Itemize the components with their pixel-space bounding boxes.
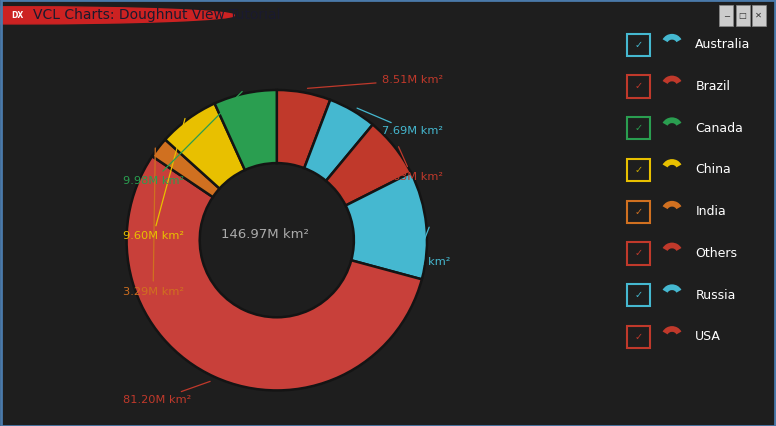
Text: Canada: Canada bbox=[695, 122, 743, 135]
Wedge shape bbox=[663, 34, 681, 42]
Wedge shape bbox=[304, 100, 372, 181]
Text: 9.98M km²: 9.98M km² bbox=[123, 92, 242, 186]
Text: USA: USA bbox=[695, 331, 721, 343]
Text: 7.69M km²: 7.69M km² bbox=[357, 108, 442, 136]
Wedge shape bbox=[663, 76, 681, 84]
Text: Russia: Russia bbox=[695, 289, 736, 302]
Text: ─: ─ bbox=[724, 11, 729, 20]
Text: ✓: ✓ bbox=[635, 248, 643, 259]
Wedge shape bbox=[126, 156, 422, 390]
Text: ✕: ✕ bbox=[755, 11, 763, 20]
FancyBboxPatch shape bbox=[719, 5, 733, 26]
Wedge shape bbox=[663, 117, 681, 126]
Wedge shape bbox=[663, 326, 681, 334]
Wedge shape bbox=[326, 124, 411, 205]
Text: 3.29M km²: 3.29M km² bbox=[123, 148, 184, 296]
Text: DX: DX bbox=[11, 11, 23, 20]
Wedge shape bbox=[345, 173, 427, 279]
FancyBboxPatch shape bbox=[736, 5, 750, 26]
Text: ✓: ✓ bbox=[635, 81, 643, 92]
Text: ✓: ✓ bbox=[635, 207, 643, 217]
Text: India: India bbox=[695, 205, 726, 218]
Text: ✓: ✓ bbox=[635, 290, 643, 300]
Text: 8.51M km²: 8.51M km² bbox=[307, 75, 442, 88]
Wedge shape bbox=[663, 159, 681, 167]
Wedge shape bbox=[663, 285, 681, 293]
Wedge shape bbox=[152, 140, 220, 197]
Wedge shape bbox=[663, 201, 681, 209]
Text: □: □ bbox=[739, 11, 747, 20]
Text: ✓: ✓ bbox=[635, 123, 643, 133]
Text: Others: Others bbox=[695, 247, 737, 260]
Text: 17.08M km²: 17.08M km² bbox=[382, 227, 450, 267]
FancyBboxPatch shape bbox=[752, 5, 766, 26]
Text: ✓: ✓ bbox=[635, 165, 643, 175]
Wedge shape bbox=[663, 243, 681, 251]
Text: 81.20M km²: 81.20M km² bbox=[123, 381, 210, 405]
Wedge shape bbox=[165, 104, 245, 189]
Text: VCL Charts: Doughnut View Tutorial: VCL Charts: Doughnut View Tutorial bbox=[33, 9, 280, 22]
Text: 9.63M km²: 9.63M km² bbox=[382, 147, 442, 182]
Text: Brazil: Brazil bbox=[695, 80, 730, 93]
Circle shape bbox=[0, 7, 234, 24]
Text: ✓: ✓ bbox=[635, 40, 643, 50]
Text: Australia: Australia bbox=[695, 38, 750, 51]
Text: 146.97M km²: 146.97M km² bbox=[221, 228, 309, 241]
Wedge shape bbox=[277, 90, 331, 168]
Wedge shape bbox=[215, 90, 277, 170]
Text: ✓: ✓ bbox=[635, 332, 643, 342]
Text: China: China bbox=[695, 164, 731, 176]
Text: 9.60M km²: 9.60M km² bbox=[123, 118, 185, 241]
